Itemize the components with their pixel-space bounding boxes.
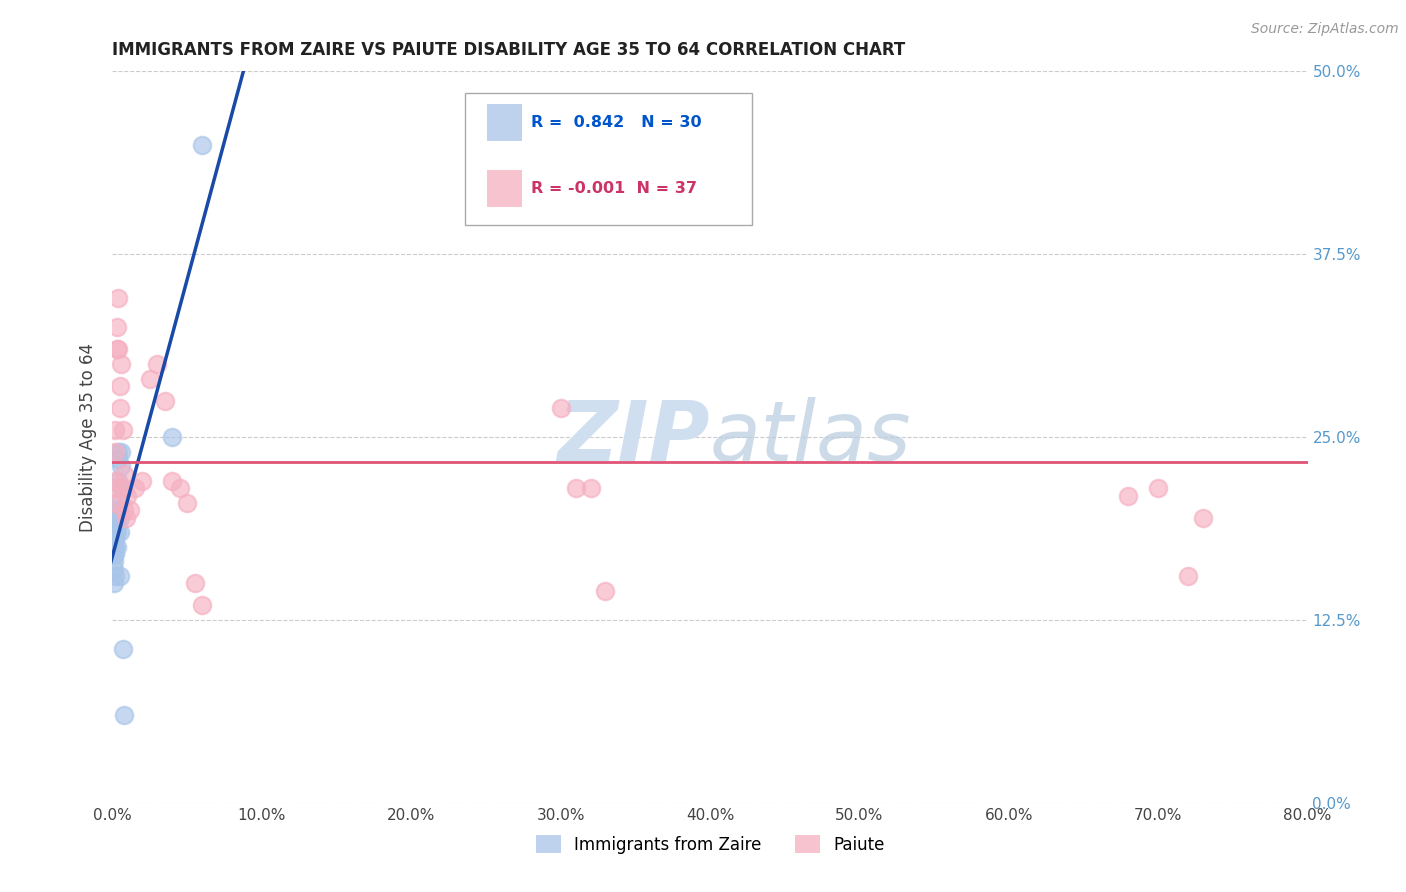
Point	[120, 503, 142, 517]
FancyBboxPatch shape	[486, 170, 523, 207]
Point	[103, 540, 125, 554]
Point	[108, 379, 131, 393]
FancyBboxPatch shape	[465, 94, 752, 225]
Point	[104, 540, 127, 554]
Point	[105, 503, 128, 517]
Point	[108, 525, 131, 540]
Point	[103, 576, 125, 591]
Point	[1177, 569, 1199, 583]
Point	[114, 708, 135, 723]
Point	[114, 467, 135, 481]
Point	[104, 525, 127, 540]
Point	[183, 576, 205, 591]
Point	[114, 481, 135, 495]
Point	[110, 444, 132, 458]
Point	[104, 547, 127, 561]
Text: R =  0.842   N = 30: R = 0.842 N = 30	[531, 115, 702, 130]
Point	[162, 430, 183, 444]
Point	[108, 510, 131, 524]
Y-axis label: Disability Age 35 to 64: Disability Age 35 to 64	[79, 343, 97, 532]
Point	[103, 562, 125, 576]
Text: IMMIGRANTS FROM ZAIRE VS PAIUTE DISABILITY AGE 35 TO 64 CORRELATION CHART: IMMIGRANTS FROM ZAIRE VS PAIUTE DISABILI…	[112, 41, 905, 59]
Point	[176, 496, 198, 510]
Text: Source: ZipAtlas.com: Source: ZipAtlas.com	[1251, 22, 1399, 37]
Point	[104, 533, 127, 547]
Point	[104, 444, 127, 458]
Text: ZIP: ZIP	[557, 397, 710, 477]
Point	[117, 489, 139, 503]
Point	[105, 510, 128, 524]
Point	[108, 401, 131, 415]
Point	[103, 547, 125, 561]
Point	[169, 481, 191, 495]
Point	[1192, 510, 1215, 524]
Point	[110, 481, 132, 495]
Point	[595, 583, 617, 598]
Point	[104, 423, 127, 437]
Point	[1147, 481, 1170, 495]
Point	[115, 510, 138, 524]
Text: R = -0.001  N = 37: R = -0.001 N = 37	[531, 181, 697, 196]
Point	[103, 481, 125, 495]
Point	[107, 452, 129, 467]
Point	[107, 291, 129, 305]
Point	[191, 599, 214, 613]
Point	[104, 474, 127, 488]
Point	[191, 137, 214, 152]
Point	[111, 423, 134, 437]
Point	[108, 496, 131, 510]
Point	[124, 481, 146, 495]
Point	[105, 525, 128, 540]
Point	[146, 357, 169, 371]
Point	[131, 474, 153, 488]
Point	[105, 517, 128, 532]
Point	[105, 540, 128, 554]
Point	[107, 474, 129, 488]
Point	[105, 320, 128, 334]
FancyBboxPatch shape	[486, 104, 523, 141]
Point	[103, 554, 125, 568]
Point	[107, 444, 129, 458]
Point	[111, 642, 134, 657]
Point	[108, 569, 131, 583]
Point	[103, 496, 125, 510]
Point	[162, 474, 183, 488]
Point	[110, 357, 132, 371]
Point	[139, 371, 162, 385]
Point	[105, 343, 128, 357]
Point	[110, 459, 132, 474]
Point	[107, 343, 129, 357]
Point	[579, 481, 602, 495]
Point	[550, 401, 572, 415]
Text: atlas: atlas	[710, 397, 911, 477]
Point	[1118, 489, 1140, 503]
Point	[104, 569, 127, 583]
Point	[564, 481, 586, 495]
Point	[153, 393, 176, 408]
Point	[114, 503, 135, 517]
Point	[104, 517, 127, 532]
Legend: Immigrants from Zaire, Paiute: Immigrants from Zaire, Paiute	[529, 829, 891, 860]
